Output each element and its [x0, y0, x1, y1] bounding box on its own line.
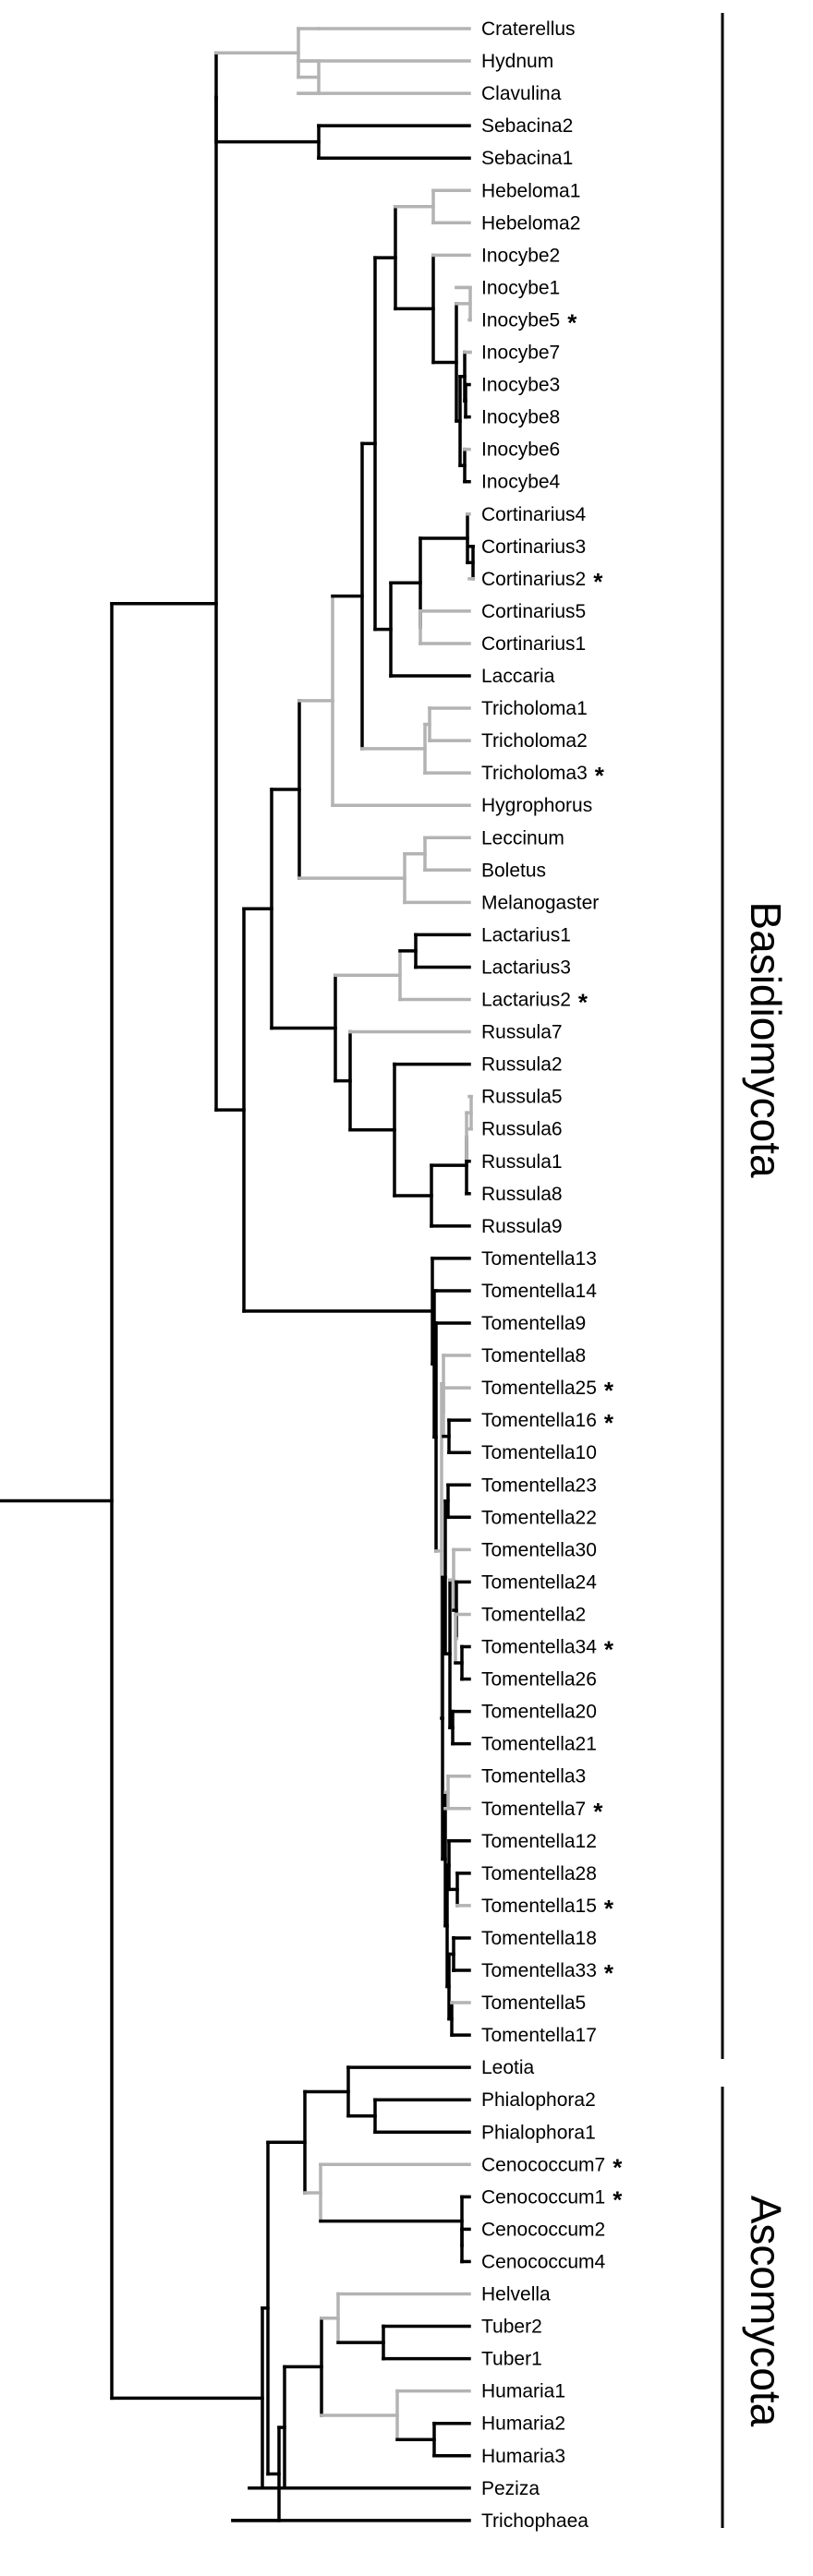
taxon-label: Cortinarius5: [481, 601, 586, 622]
taxon-label: Inocybe2: [481, 245, 560, 266]
taxon-label: Tomentella34: [481, 1637, 597, 1658]
taxon-label: Peziza: [481, 2478, 540, 2499]
taxon-label: Tomentella3: [481, 1766, 586, 1788]
taxon-label: Humaria2: [481, 2413, 565, 2435]
taxon-label: Lactarius3: [481, 957, 571, 978]
taxon-label: Cenococcum2: [481, 2219, 605, 2240]
taxon-label: Inocybe6: [481, 439, 560, 461]
taxon-label: Inocybe5: [481, 309, 560, 331]
taxon-label: Helvella: [481, 2284, 551, 2305]
taxon-label: Hebeloma2: [481, 212, 580, 234]
taxon-label: Inocybe8: [481, 407, 560, 428]
taxon-label: Tomentella25: [481, 1378, 597, 1399]
asterisk-marker: *: [613, 2185, 623, 2213]
taxon-label: Phialophora2: [481, 2089, 596, 2111]
taxon-label: Tomentella14: [481, 1281, 597, 1302]
taxon-label: Russula9: [481, 1216, 563, 1237]
taxon-label: Russula8: [481, 1184, 563, 1205]
taxon-label: Tomentella7: [481, 1799, 586, 1820]
asterisk-marker: *: [604, 1636, 614, 1664]
taxon-label: Tomentella18: [481, 1928, 597, 1949]
taxon-label: Leotia: [481, 2057, 535, 2078]
asterisk-marker: *: [604, 1959, 614, 1987]
taxon-label: Inocybe1: [481, 277, 560, 298]
taxon-label: Cenococcum1: [481, 2186, 605, 2208]
taxon-label: Russula5: [481, 1087, 563, 1108]
taxon-label: Sebacina2: [481, 115, 573, 137]
taxon-label: Tomentella24: [481, 1571, 597, 1593]
taxon-label: Tomentella33: [481, 1960, 597, 1981]
taxon-label: Inocybe3: [481, 375, 560, 396]
asterisk-marker: *: [604, 1409, 614, 1437]
taxon-label: Tomentella21: [481, 1734, 597, 1755]
taxon-label: Humaria1: [481, 2381, 565, 2402]
taxon-label: Cenococcum7: [481, 2154, 605, 2175]
taxon-label: Russula1: [481, 1151, 563, 1173]
taxon-label: Tomentella16: [481, 1410, 597, 1431]
taxon-label: Hebeloma1: [481, 180, 580, 201]
taxon-label: Cortinarius3: [481, 536, 586, 558]
taxon-label: Lactarius2: [481, 990, 571, 1011]
taxon-label: Tomentella17: [481, 2025, 597, 2046]
taxon-label: Cortinarius2: [481, 569, 586, 590]
taxon-label: Tricholoma2: [481, 730, 588, 752]
taxon-label: Tomentella20: [481, 1702, 597, 1723]
taxon-label: Melanogaster: [481, 892, 599, 913]
taxon-label: Tricholoma1: [481, 698, 588, 719]
taxon-label: Tomentella15: [481, 1896, 597, 1917]
taxon-label: Russula6: [481, 1119, 563, 1140]
taxon-label: Laccaria: [481, 666, 555, 687]
taxon-label: Tomentella22: [481, 1507, 597, 1528]
taxon-label: Sebacina1: [481, 148, 573, 169]
asterisk-marker: *: [578, 989, 589, 1017]
asterisk-marker: *: [613, 2153, 623, 2181]
taxon-label: Humaria3: [481, 2446, 565, 2467]
taxon-label: Tomentella8: [481, 1345, 586, 1366]
taxon-label: Cenococcum4: [481, 2251, 606, 2272]
taxon-label: Lactarius1: [481, 924, 571, 945]
taxon-label: Tomentella23: [481, 1475, 597, 1496]
taxon-label: Clavulina: [481, 83, 562, 104]
taxon-label: Tomentella2: [481, 1604, 586, 1625]
tree-branches: [0, 27, 475, 2522]
taxon-label: Tricholoma3: [481, 763, 588, 784]
taxon-label: Russula2: [481, 1054, 563, 1076]
taxon-label: Inocybe7: [481, 343, 560, 364]
taxon-label: Cortinarius4: [481, 504, 587, 525]
taxon-label: Tomentella26: [481, 1669, 597, 1691]
taxon-label: Tuber2: [481, 2317, 542, 2338]
taxon-label: Tomentella10: [481, 1442, 597, 1463]
taxon-label: Tomentella28: [481, 1863, 597, 1884]
taxon-label: Hygrophorus: [481, 795, 592, 816]
taxon-label: Tomentella9: [481, 1313, 586, 1334]
taxon-label: Boletus: [481, 860, 546, 881]
asterisk-marker: *: [595, 762, 605, 789]
taxon-label: Tomentella12: [481, 1831, 597, 1852]
asterisk-marker: *: [604, 1377, 614, 1404]
clade-label-basidiomycota: Basidiomycota: [742, 901, 790, 1178]
clade-label-ascomycota: Ascomycota: [742, 2196, 790, 2427]
taxon-label: Tomentella13: [481, 1248, 597, 1270]
asterisk-marker: *: [567, 308, 577, 336]
taxon-label: Craterellus: [481, 18, 576, 40]
asterisk-marker: *: [604, 1895, 614, 1922]
asterisk-marker: *: [593, 568, 603, 596]
taxon-label: Phialophora1: [481, 2122, 596, 2143]
taxon-label: Tomentella5: [481, 1992, 586, 2014]
taxon-label: Tuber1: [481, 2349, 542, 2370]
taxon-label: Inocybe4: [481, 472, 561, 493]
taxon-label: Russula7: [481, 1022, 563, 1043]
taxon-label: Cortinarius1: [481, 633, 586, 655]
taxon-label: Tomentella30: [481, 1539, 597, 1560]
asterisk-marker: *: [593, 1798, 603, 1825]
taxon-label: Trichophaea: [481, 2510, 589, 2532]
taxon-label: Leccinum: [481, 827, 564, 849]
taxon-labels: Craterellus Hydnum Clavulina Sebacina2 Sebac…: [481, 18, 623, 2532]
taxon-label: Hydnum: [481, 51, 553, 72]
